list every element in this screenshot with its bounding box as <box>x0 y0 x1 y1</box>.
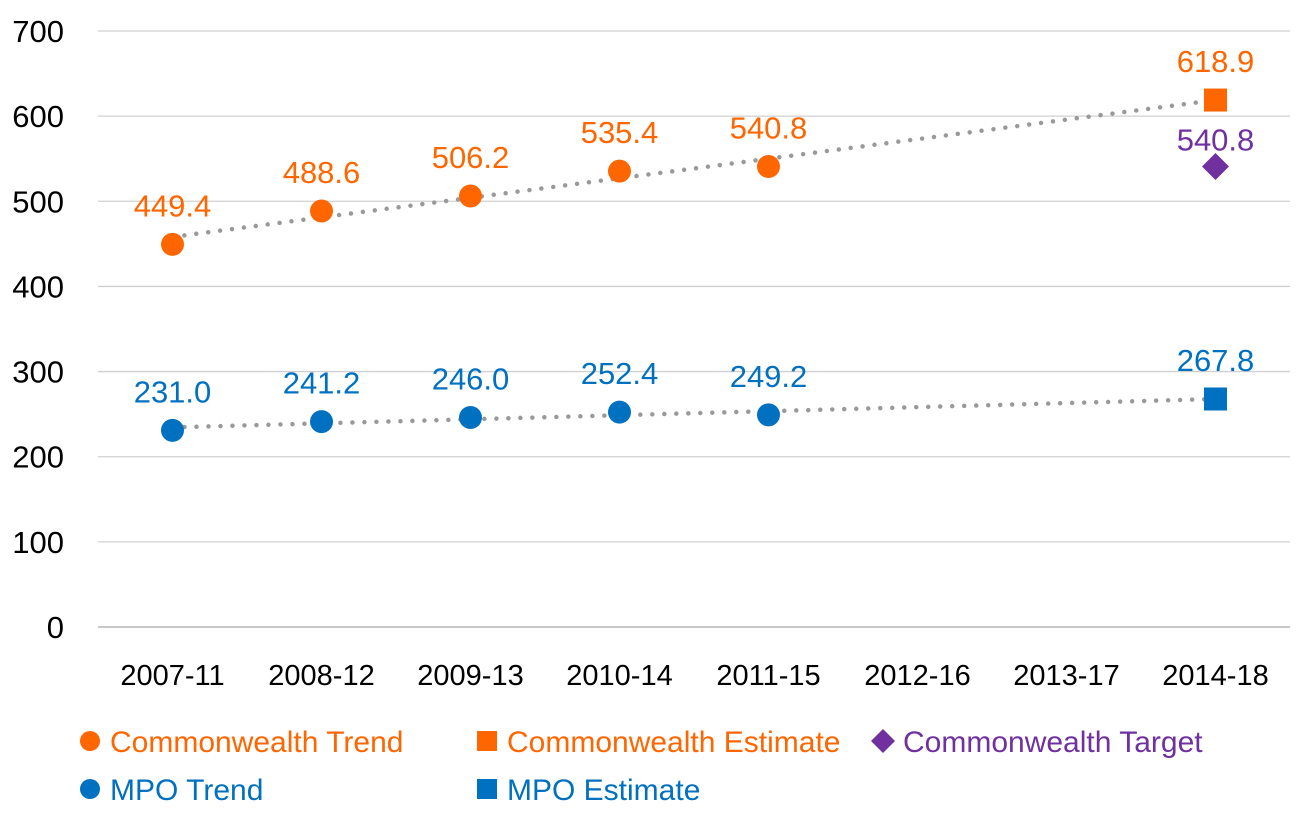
data-point-circle <box>757 155 780 179</box>
x-tick-label: 2007-11 <box>120 660 224 692</box>
x-tick-label: 2008-12 <box>268 660 374 692</box>
data-label: 241.2 <box>283 366 361 401</box>
data-label: 249.2 <box>730 359 808 394</box>
legend-marker-square <box>477 779 497 799</box>
data-label: 506.2 <box>432 140 510 175</box>
data-label: 231.0 <box>134 374 212 409</box>
legend-marker-square <box>477 731 497 751</box>
data-point-circle <box>310 199 333 223</box>
x-tick-label: 2012-16 <box>864 660 970 692</box>
legend-label: Commonwealth Estimate <box>507 726 840 759</box>
x-tick-label: 2011-15 <box>716 660 820 692</box>
y-tick-label: 600 <box>12 99 64 134</box>
data-point-circle <box>757 403 780 427</box>
legend-marker-circle <box>80 779 100 799</box>
y-tick-label: 300 <box>12 355 64 390</box>
y-tick-label: 500 <box>12 184 64 219</box>
data-label: 449.4 <box>134 188 212 223</box>
y-tick-label: 400 <box>12 269 64 304</box>
data-label: 535.4 <box>581 115 659 150</box>
y-tick-label: 700 <box>12 14 64 49</box>
x-tick-label: 2009-13 <box>417 660 523 692</box>
data-label: 488.6 <box>283 155 361 190</box>
y-tick-label: 0 <box>47 610 64 645</box>
data-label: 540.8 <box>730 111 808 146</box>
data-point-circle <box>608 400 631 424</box>
legend-label: MPO Trend <box>110 774 263 807</box>
x-tick-label: 2013-17 <box>1013 660 1119 692</box>
data-point-circle <box>161 418 184 442</box>
data-point-circle <box>459 184 482 208</box>
legend-label: Commonwealth Target <box>903 726 1203 759</box>
y-tick-label: 100 <box>12 525 64 560</box>
y-tick-label: 200 <box>12 440 64 475</box>
legend-label: Commonwealth Trend <box>110 726 403 759</box>
data-point-circle <box>608 159 631 183</box>
trendline <box>170 97 1218 240</box>
data-point-square <box>1204 88 1227 112</box>
data-label: 246.0 <box>432 362 510 397</box>
legend-marker-circle <box>80 731 100 751</box>
data-point-circle <box>459 406 482 430</box>
data-label: 618.9 <box>1177 44 1255 79</box>
x-tick-label: 2014-18 <box>1162 660 1268 692</box>
data-point-diamond <box>1202 153 1229 181</box>
data-label: 252.4 <box>581 356 659 391</box>
data-point-square <box>1204 387 1227 411</box>
data-point-circle <box>310 410 333 434</box>
legend-marker-diamond <box>871 729 895 753</box>
data-label: 267.8 <box>1177 343 1255 378</box>
x-tick-label: 2010-14 <box>566 660 672 692</box>
data-label: 540.8 <box>1177 123 1255 158</box>
data-point-circle <box>161 232 184 256</box>
legend-label: MPO Estimate <box>507 774 700 807</box>
